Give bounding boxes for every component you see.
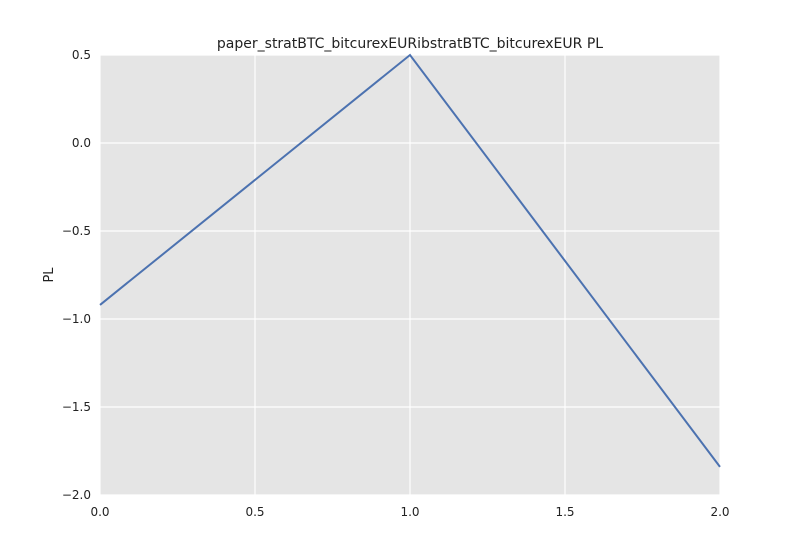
y-axis-label: PL <box>42 267 57 283</box>
x-tick-label: 1.5 <box>555 505 574 519</box>
chart-title: paper_stratBTC_bitcurexEURibstratBTC_bit… <box>217 36 603 52</box>
x-tick-label: 0.5 <box>245 505 264 519</box>
x-tick-label: 2.0 <box>710 505 729 519</box>
x-tick-label: 0.0 <box>90 505 109 519</box>
y-tick-label: −1.0 <box>62 312 91 326</box>
y-tick-label: 0.0 <box>72 136 91 150</box>
series-layer <box>99 53 721 468</box>
x-tick-label: 1.0 <box>400 505 419 519</box>
x-axis-ticks: 0.0 0.5 1.0 1.5 2.0 <box>90 505 729 519</box>
y-tick-label: 0.5 <box>72 48 91 62</box>
y-tick-label: −2.0 <box>62 488 91 502</box>
grid-lines <box>99 54 721 496</box>
y-tick-label: −1.5 <box>62 400 91 414</box>
series-line-0 <box>99 53 721 468</box>
y-tick-label: −0.5 <box>62 224 91 238</box>
y-axis-ticks: 0.5 0.0 −0.5 −1.0 −1.5 −2.0 <box>62 48 91 502</box>
